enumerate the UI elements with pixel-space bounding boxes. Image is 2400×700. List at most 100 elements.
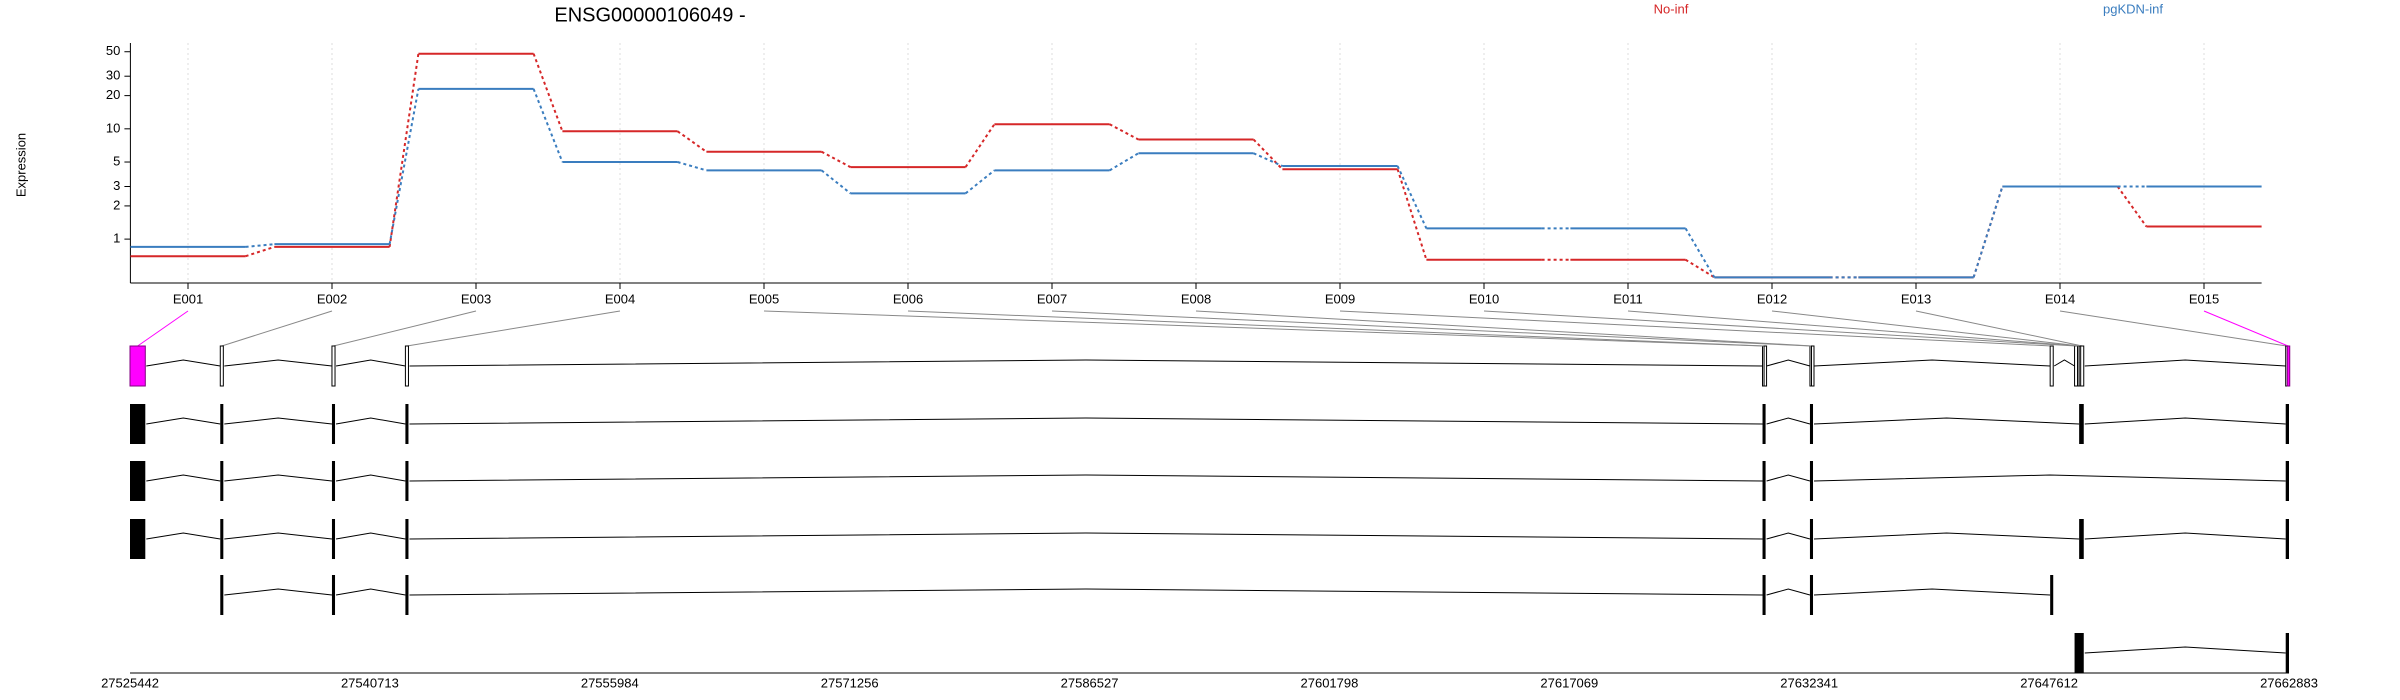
part-connector — [1339, 310, 2052, 347]
exon — [1762, 404, 1766, 444]
part-connector — [907, 310, 1765, 347]
part-connector — [2203, 310, 2289, 347]
x-tick-label: E003 — [461, 291, 491, 306]
exon — [130, 404, 146, 444]
intron — [1766, 359, 1811, 367]
intron — [335, 588, 406, 596]
x-tick-label: E001 — [173, 291, 203, 306]
intron — [2084, 417, 2286, 425]
genome-tick-label: 27601798 — [1301, 675, 1359, 690]
intron — [224, 359, 333, 367]
exon — [331, 575, 336, 615]
intron — [409, 532, 1763, 540]
part-connector — [406, 310, 621, 347]
y-tick-label: 10 — [106, 120, 120, 135]
genome-tick-label: 27586527 — [1061, 675, 1119, 690]
intron — [335, 359, 406, 367]
intron — [409, 359, 1763, 367]
exon — [220, 404, 224, 444]
exon — [2285, 519, 2289, 559]
exonic-part — [1810, 345, 1815, 387]
exon — [331, 404, 336, 444]
x-tick-label: E011 — [1613, 291, 1642, 306]
intron — [1813, 417, 2080, 425]
x-tick-label: E009 — [1325, 291, 1355, 306]
exon — [220, 461, 224, 501]
step-connector — [532, 88, 564, 163]
intron — [1766, 532, 1811, 540]
intron — [146, 474, 221, 482]
exon — [1762, 519, 1766, 559]
genome-tick-label: 27617069 — [1540, 675, 1598, 690]
exon — [2285, 633, 2289, 673]
intron — [146, 532, 221, 540]
intron — [335, 474, 406, 482]
genome-tick-label: 27555984 — [581, 675, 639, 690]
step-connector — [1396, 168, 1428, 261]
step-connector — [964, 169, 996, 195]
y-tick-label: 5 — [113, 153, 120, 168]
intron — [1766, 474, 1811, 482]
step-connector — [1109, 152, 1139, 172]
step-connector — [1972, 186, 2004, 278]
intron — [335, 532, 406, 540]
exon — [405, 461, 409, 501]
exonic-part — [2049, 345, 2054, 387]
step-connector — [964, 123, 996, 168]
step-connector — [820, 169, 852, 195]
x-tick-label: E008 — [1181, 291, 1211, 306]
legend-label: pgKDN-inf — [2103, 1, 2163, 16]
intron — [409, 588, 1763, 596]
x-tick-label: E015 — [2189, 291, 2219, 306]
part-connector — [1195, 310, 1813, 347]
intron — [146, 359, 221, 367]
intron — [2084, 532, 2286, 540]
exon — [405, 519, 409, 559]
exon — [1762, 461, 1766, 501]
genome-tick-label: 27647612 — [2020, 675, 2078, 690]
exonic-part — [2080, 345, 2085, 387]
intron — [146, 417, 221, 425]
exonic-part — [1763, 345, 1768, 387]
genome-tick-label: 27571256 — [821, 675, 879, 690]
x-tick-label: E005 — [749, 291, 779, 306]
genome-tick-label: 27662883 — [2260, 675, 2318, 690]
x-tick-label: E014 — [2045, 291, 2075, 306]
y-tick-label: 1 — [113, 231, 120, 246]
exonic-part — [129, 345, 146, 387]
x-tick-label: E006 — [893, 291, 923, 306]
genome-tick-label: 27540713 — [341, 675, 399, 690]
step-connector — [388, 53, 420, 248]
intron — [2084, 359, 2286, 367]
exon — [130, 461, 146, 501]
exon — [220, 519, 224, 559]
exon — [331, 519, 336, 559]
step-connector — [2116, 185, 2148, 228]
exon — [405, 404, 409, 444]
exon — [2074, 633, 2084, 673]
part-connector — [1771, 310, 2080, 347]
intron — [1813, 532, 2080, 540]
intron — [2053, 359, 2075, 367]
x-tick-label: E010 — [1469, 291, 1499, 306]
step-connector — [532, 53, 564, 132]
genome-tick-label: 27632341 — [1780, 675, 1838, 690]
exon — [220, 575, 224, 615]
part-connector — [763, 310, 1764, 347]
exon — [1809, 575, 1814, 615]
legend-label: No-inf — [1654, 1, 1689, 16]
chart-title: ENSG00000106049 - — [554, 4, 745, 26]
step-connector — [1685, 258, 1715, 279]
part-connector — [221, 310, 333, 347]
exonic-part — [331, 345, 336, 387]
exon — [1762, 575, 1766, 615]
intron — [1813, 359, 2051, 367]
intron — [1766, 588, 1811, 596]
exon — [1809, 404, 1814, 444]
exonic-part — [2286, 345, 2291, 387]
exon — [1809, 519, 1814, 559]
step-connector — [1684, 227, 1716, 278]
intron — [224, 532, 333, 540]
